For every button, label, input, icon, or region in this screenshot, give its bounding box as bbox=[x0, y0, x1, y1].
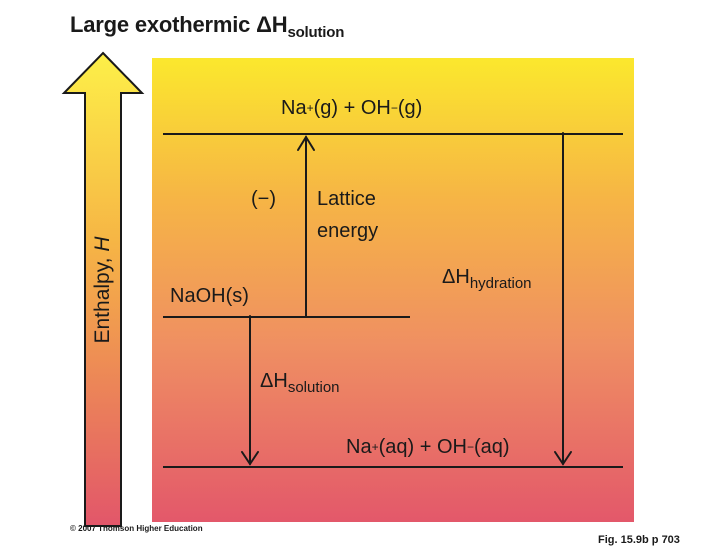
solution-label: ΔHsolution bbox=[260, 370, 340, 396]
gas-oh-charge: − bbox=[390, 101, 398, 115]
title-main: Large exothermic bbox=[70, 12, 257, 37]
hydration-subscript: hydration bbox=[469, 275, 532, 292]
lattice-label-line2: energy bbox=[317, 220, 379, 242]
gas-plus-sign: + bbox=[338, 97, 361, 119]
gas-ions-level-line bbox=[163, 133, 623, 135]
hydration-arrow bbox=[554, 132, 572, 466]
solid-level-line bbox=[163, 316, 410, 318]
aq-oh-text: OH bbox=[436, 436, 467, 458]
lattice-energy-arrow bbox=[297, 135, 315, 317]
aq-oh-charge: − bbox=[466, 440, 474, 454]
aqueous-ions-level-line bbox=[163, 466, 623, 468]
title-subscript: solution bbox=[287, 24, 345, 41]
solution-arrow bbox=[241, 315, 259, 466]
aqueous-ions-label: Na+(aq) + OH−(aq) bbox=[346, 436, 510, 459]
aq-oh-state: (aq) bbox=[473, 436, 510, 458]
hydration-label: ΔHhydration bbox=[442, 266, 532, 292]
lattice-sign-label: (−) bbox=[251, 188, 276, 210]
gas-na-state: (g) bbox=[313, 97, 339, 119]
aq-na-charge: + bbox=[371, 440, 379, 454]
figure-reference: Fig. 15.9b p 703 bbox=[598, 534, 680, 546]
solid-label: NaOH(s) bbox=[170, 285, 249, 307]
aq-plus-sign: + bbox=[414, 436, 437, 458]
copyright-notice: © 2007 Thomson Higher Education bbox=[70, 524, 203, 533]
aq-na-text: Na bbox=[346, 436, 372, 458]
enthalpy-axis-arrow bbox=[61, 51, 145, 527]
lattice-label-line1: Lattice bbox=[317, 188, 376, 210]
aq-na-state: (aq) bbox=[378, 436, 415, 458]
solution-delta-h: ΔH bbox=[260, 370, 288, 392]
solution-subscript: solution bbox=[287, 379, 340, 396]
gas-na-text: Na bbox=[281, 97, 307, 119]
gas-ions-label: Na+(g) + OH−(g) bbox=[281, 97, 422, 120]
gas-oh-text: OH bbox=[360, 97, 391, 119]
title-delta-h: ΔH bbox=[256, 12, 288, 37]
diagram-title: Large exothermic ΔHsolution bbox=[70, 12, 345, 41]
gas-na-charge: + bbox=[306, 101, 314, 115]
energy-diagram-panel bbox=[152, 58, 634, 522]
hydration-delta-h: ΔH bbox=[442, 266, 470, 288]
gas-oh-state: (g) bbox=[397, 97, 423, 119]
